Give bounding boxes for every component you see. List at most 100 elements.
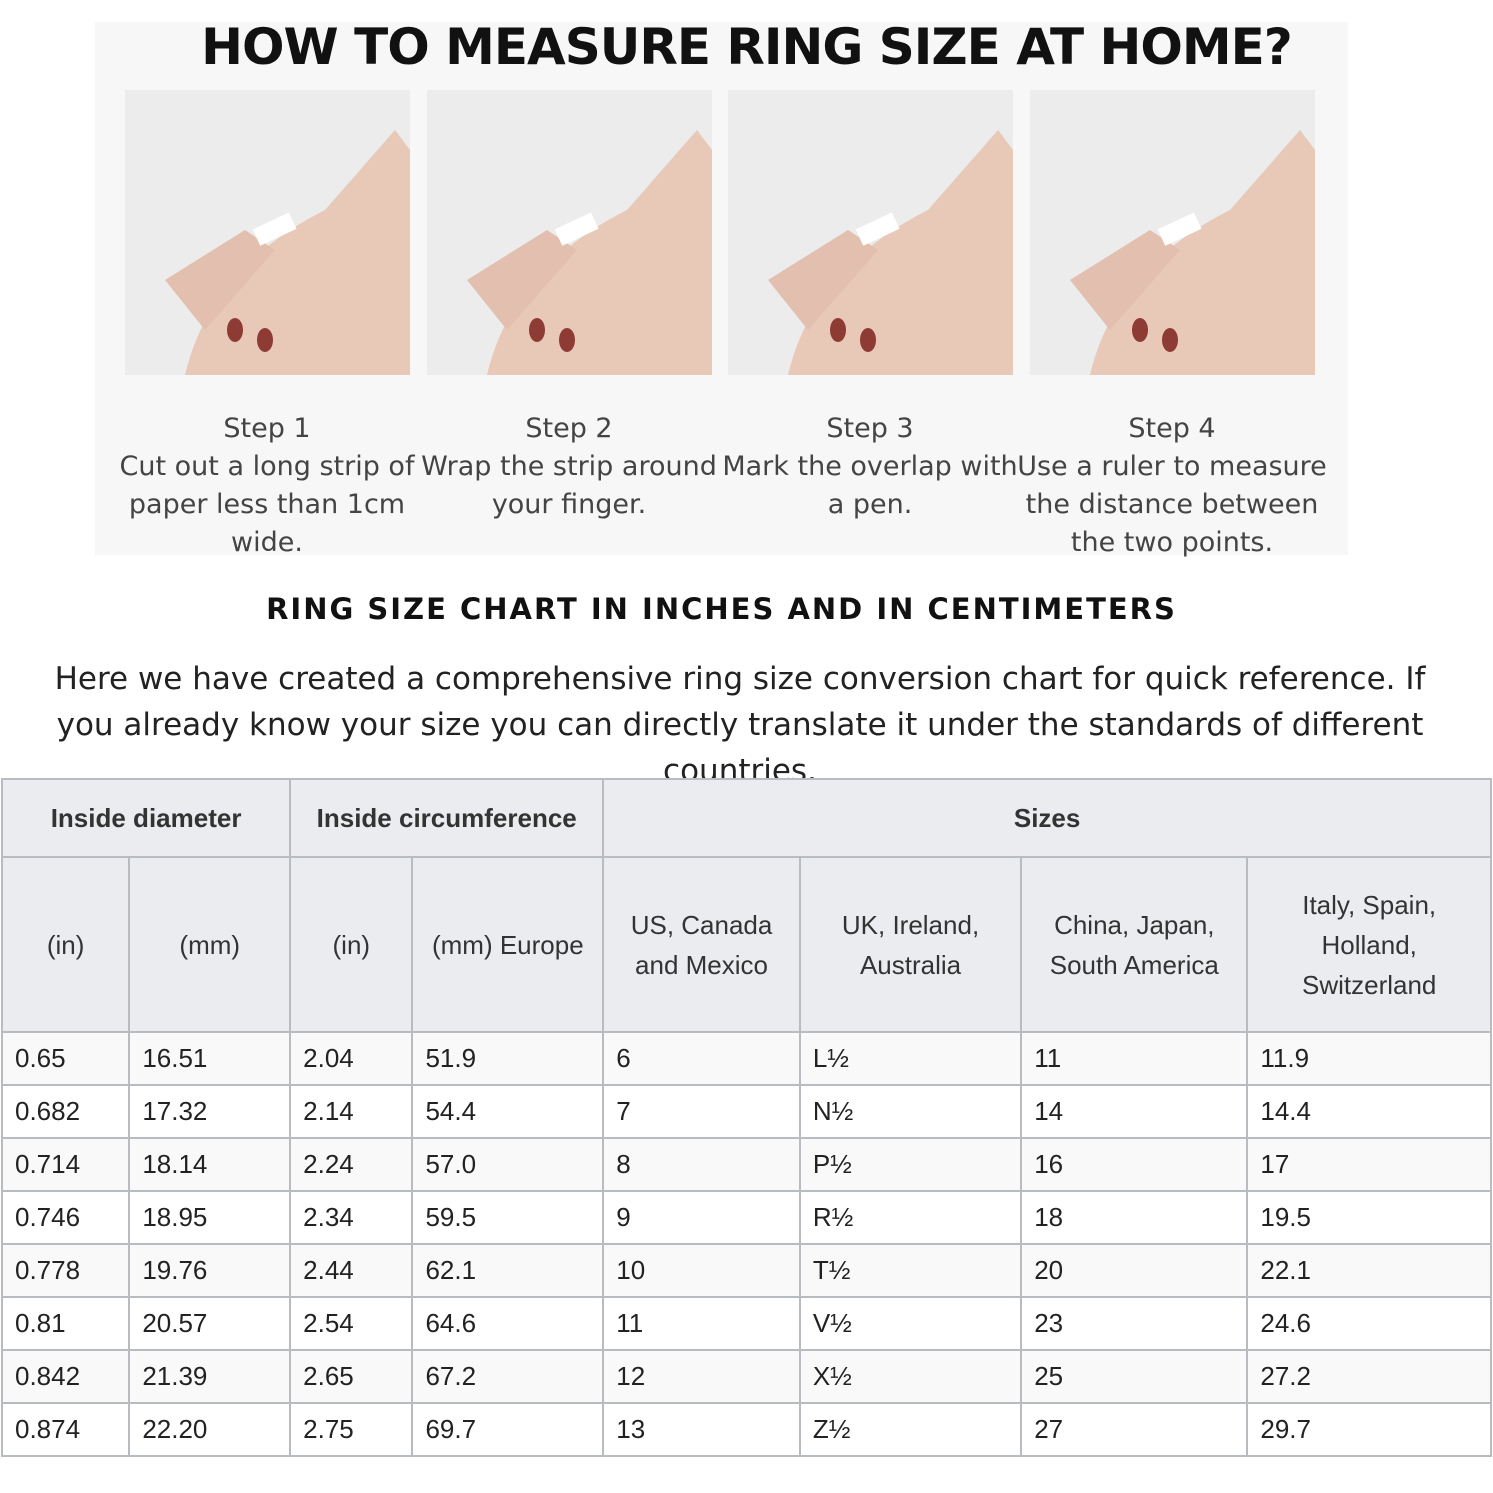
table-row: 0.65 16.51 2.04 51.9 6 L½ 11 11.9 — [0, 1031, 1492, 1086]
table-cell: 11 — [602, 1296, 801, 1351]
table-row: 0.874 22.20 2.75 69.7 13 Z½ 27 29.7 — [0, 1402, 1492, 1457]
step-text: Use a ruler to measure the distance betw… — [1017, 451, 1327, 558]
table-cell: X½ — [798, 1349, 1023, 1404]
column-header: (mm) Europe — [411, 856, 605, 1033]
table-cell: 18.95 — [128, 1190, 292, 1245]
table-cell: 0.682 — [0, 1084, 131, 1139]
column-header: (in) — [0, 856, 131, 1033]
step-text: Mark the overlap with a pen. — [722, 451, 1018, 520]
chart-heading: RING SIZE CHART IN INCHES AND IN CENTIME… — [266, 592, 1177, 626]
table-cell: 2.24 — [289, 1137, 414, 1192]
table-cell: V½ — [798, 1296, 1023, 1351]
table-cell: 2.34 — [289, 1190, 414, 1245]
table-cell: 2.54 — [289, 1296, 414, 1351]
table-cell: 69.7 — [411, 1402, 605, 1457]
table-cell: 19.76 — [128, 1243, 292, 1298]
table-cell: 6 — [602, 1031, 801, 1086]
table-cell: 18.14 — [128, 1137, 292, 1192]
table-cell: 14.4 — [1246, 1084, 1492, 1139]
table-row: 0.842 21.39 2.65 67.2 12 X½ 25 27.2 — [0, 1349, 1492, 1404]
step-label: Step 3 — [826, 413, 914, 444]
table-cell: 20 — [1020, 1243, 1249, 1298]
step-label: Step 4 — [1128, 413, 1216, 444]
table-row: 0.714 18.14 2.24 57.0 8 P½ 16 17 — [0, 1137, 1492, 1192]
table-cell: 59.5 — [411, 1190, 605, 1245]
table-cell: 0.842 — [0, 1349, 131, 1404]
table-cell: 12 — [602, 1349, 801, 1404]
table-cell: 20.57 — [128, 1296, 292, 1351]
table-cell: 17 — [1246, 1137, 1492, 1192]
table-cell: 27.2 — [1246, 1349, 1492, 1404]
table-cell: 22.20 — [128, 1402, 292, 1457]
table-cell: N½ — [798, 1084, 1023, 1139]
table-cell: 2.65 — [289, 1349, 414, 1404]
table-row: 0.81 20.57 2.54 64.6 11 V½ 23 24.6 — [0, 1296, 1492, 1351]
table-cell: 0.65 — [0, 1031, 131, 1086]
table-cell: 2.75 — [289, 1402, 414, 1457]
table-cell: 16.51 — [128, 1031, 292, 1086]
table-cell: 22.1 — [1246, 1243, 1492, 1298]
page-title: HOW TO MEASURE RING SIZE AT HOME? — [201, 18, 1293, 76]
step-label: Step 1 — [223, 413, 311, 444]
table-cell: 0.714 — [0, 1137, 131, 1192]
table-cell: 57.0 — [411, 1137, 605, 1192]
table-cell: 7 — [602, 1084, 801, 1139]
intro-text: Here we have created a comprehensive rin… — [54, 661, 1426, 789]
table-cell: 0.746 — [0, 1190, 131, 1245]
table-cell: 67.2 — [411, 1349, 605, 1404]
table-cell: 8 — [602, 1137, 801, 1192]
column-header: UK, Ireland, Australia — [798, 856, 1023, 1033]
table-cell: Z½ — [798, 1402, 1023, 1457]
table-cell: 25 — [1020, 1349, 1249, 1404]
table-cell: 19.5 — [1246, 1190, 1492, 1245]
column-header: (mm) — [128, 856, 292, 1033]
table-cell: 18 — [1020, 1190, 1249, 1245]
table-cell: 24.6 — [1246, 1296, 1492, 1351]
table-cell: L½ — [798, 1031, 1023, 1086]
column-header: (in) — [289, 856, 414, 1033]
table-row: 0.778 19.76 2.44 62.1 10 T½ 20 22.1 — [0, 1243, 1492, 1298]
column-header: Italy, Spain, Holland, Switzerland — [1246, 856, 1492, 1033]
table-cell: 0.81 — [0, 1296, 131, 1351]
table-cell: R½ — [798, 1190, 1023, 1245]
table-cell: P½ — [798, 1137, 1023, 1192]
step-label: Step 2 — [525, 413, 613, 444]
table-cell: 13 — [602, 1402, 801, 1457]
table-cell: 2.14 — [289, 1084, 414, 1139]
table-cell: 14 — [1020, 1084, 1249, 1139]
step-caption: Step 2 Wrap the strip around your finger. — [409, 410, 729, 524]
table-cell: 62.1 — [411, 1243, 605, 1298]
step-photo — [125, 90, 410, 375]
table-cell: 11.9 — [1246, 1031, 1492, 1086]
table-cell: 21.39 — [128, 1349, 292, 1404]
step-caption: Step 3 Mark the overlap with a pen. — [710, 410, 1030, 524]
table-cell: 0.874 — [0, 1402, 131, 1457]
group-header: Inside circumference — [289, 778, 605, 858]
table-row: 0.682 17.32 2.14 54.4 7 N½ 14 14.4 — [0, 1084, 1492, 1139]
step-caption: Step 4 Use a ruler to measure the distanc… — [1012, 410, 1332, 562]
step-photo — [427, 90, 712, 375]
table-cell: 11 — [1020, 1031, 1249, 1086]
ring-size-table: Inside diameter Inside circumference Siz… — [0, 778, 1492, 1457]
step-photo — [1030, 90, 1315, 375]
step-text: Wrap the strip around your finger. — [421, 451, 717, 520]
table-row: 0.746 18.95 2.34 59.5 9 R½ 18 19.5 — [0, 1190, 1492, 1245]
table-cell: 29.7 — [1246, 1402, 1492, 1457]
group-header: Sizes — [602, 778, 1492, 858]
table-cell: 27 — [1020, 1402, 1249, 1457]
table-cell: 54.4 — [411, 1084, 605, 1139]
table-cell: 0.778 — [0, 1243, 131, 1298]
table-cell: 17.32 — [128, 1084, 292, 1139]
step-text: Cut out a long strip of paper less than … — [119, 451, 415, 558]
table-cell: 2.44 — [289, 1243, 414, 1298]
table-cell: 16 — [1020, 1137, 1249, 1192]
table-cell: 10 — [602, 1243, 801, 1298]
step-caption: Step 1 Cut out a long strip of paper less… — [107, 410, 427, 562]
table-cell: 2.04 — [289, 1031, 414, 1086]
column-header: China, Japan, South America — [1020, 856, 1249, 1033]
group-header: Inside diameter — [0, 778, 292, 858]
table-cell: 64.6 — [411, 1296, 605, 1351]
table-cell: 9 — [602, 1190, 801, 1245]
table-cell: 23 — [1020, 1296, 1249, 1351]
column-header: US, Canada and Mexico — [602, 856, 801, 1033]
